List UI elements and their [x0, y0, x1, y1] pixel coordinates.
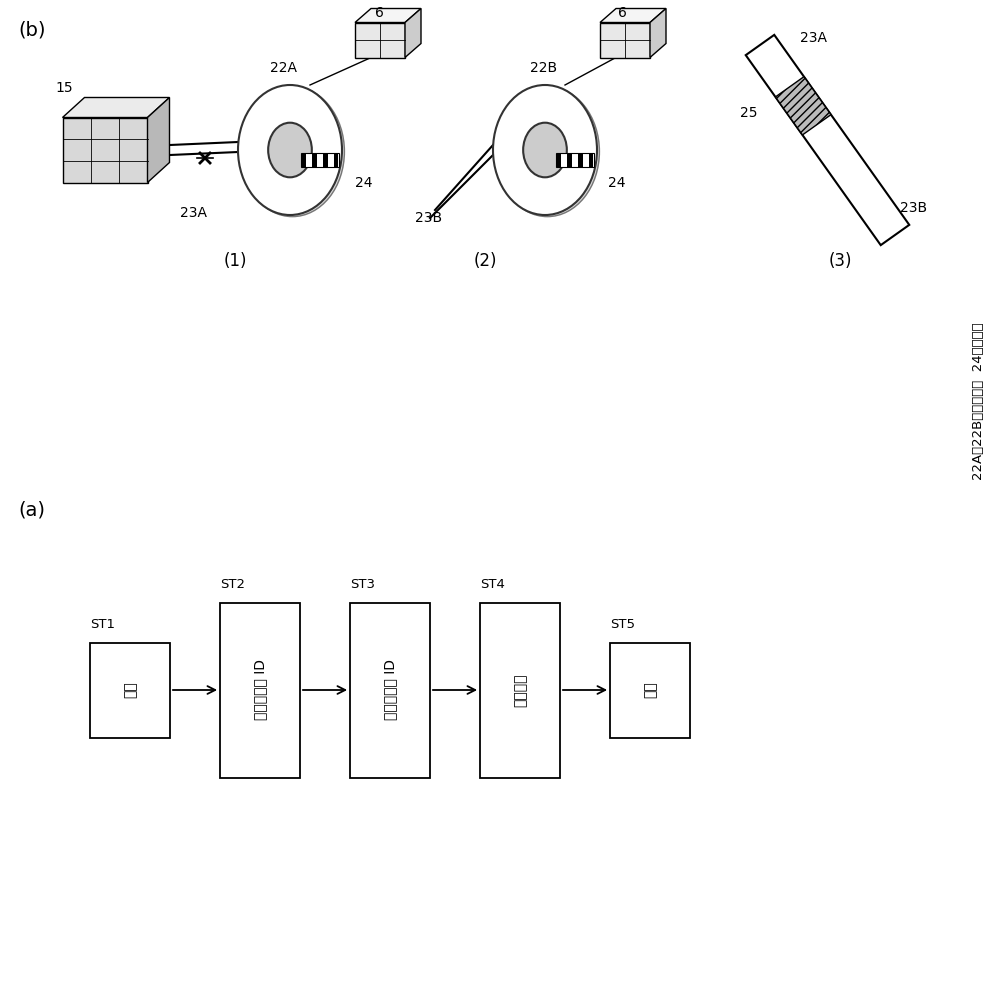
- Text: 6: 6: [618, 6, 627, 20]
- Text: 23A: 23A: [180, 206, 207, 220]
- Bar: [62, 118, 148, 182]
- Polygon shape: [650, 9, 666, 57]
- Ellipse shape: [238, 85, 342, 215]
- Text: ST1: ST1: [90, 618, 115, 631]
- Bar: [350, 603, 430, 777]
- Polygon shape: [775, 76, 831, 135]
- Ellipse shape: [240, 86, 344, 217]
- Bar: [589, 153, 593, 167]
- Bar: [610, 643, 690, 738]
- Bar: [600, 23, 650, 57]
- Bar: [480, 603, 560, 777]
- Text: 结束: 结束: [643, 682, 657, 698]
- Ellipse shape: [495, 86, 599, 217]
- Text: (a): (a): [18, 500, 45, 519]
- Text: 23A: 23A: [800, 31, 827, 45]
- Text: 开始: 开始: [123, 682, 137, 698]
- Ellipse shape: [268, 123, 312, 177]
- Bar: [556, 153, 594, 167]
- Text: ST4: ST4: [480, 577, 505, 590]
- Bar: [323, 153, 328, 167]
- Ellipse shape: [523, 123, 567, 177]
- Text: 6: 6: [375, 6, 384, 20]
- Polygon shape: [600, 9, 666, 23]
- Bar: [355, 23, 405, 57]
- Text: ST5: ST5: [610, 618, 635, 631]
- Text: 23B: 23B: [900, 201, 927, 215]
- Text: 22A、22B：供给卷盘  24：条形码: 22A、22B：供给卷盘 24：条形码: [972, 323, 985, 480]
- Polygon shape: [355, 9, 421, 23]
- Text: 读取新部件 ID: 读取新部件 ID: [383, 659, 397, 721]
- Bar: [334, 153, 338, 167]
- Text: 15: 15: [55, 81, 73, 95]
- Bar: [567, 153, 572, 167]
- Bar: [578, 153, 583, 167]
- Text: 22A: 22A: [270, 61, 297, 75]
- Bar: [312, 153, 317, 167]
- Ellipse shape: [493, 85, 597, 215]
- Text: 22B: 22B: [530, 61, 557, 75]
- Text: 拼接操作: 拼接操作: [513, 673, 527, 707]
- Text: 读取旧部件 ID: 读取旧部件 ID: [253, 659, 267, 721]
- Bar: [557, 153, 561, 167]
- Text: ST3: ST3: [350, 577, 375, 590]
- Text: 24: 24: [608, 176, 626, 190]
- Text: ST2: ST2: [220, 577, 245, 590]
- Polygon shape: [62, 97, 170, 118]
- Text: (1): (1): [223, 252, 247, 270]
- Text: (3): (3): [828, 252, 852, 270]
- Polygon shape: [746, 35, 909, 246]
- Text: (2): (2): [473, 252, 497, 270]
- Text: 25: 25: [740, 106, 758, 120]
- Bar: [301, 153, 339, 167]
- Polygon shape: [148, 97, 170, 182]
- Text: 24: 24: [355, 176, 372, 190]
- Bar: [90, 643, 170, 738]
- Bar: [220, 603, 300, 777]
- Bar: [302, 153, 306, 167]
- Text: 23B: 23B: [415, 211, 442, 225]
- Text: (b): (b): [18, 20, 46, 39]
- Polygon shape: [405, 9, 421, 57]
